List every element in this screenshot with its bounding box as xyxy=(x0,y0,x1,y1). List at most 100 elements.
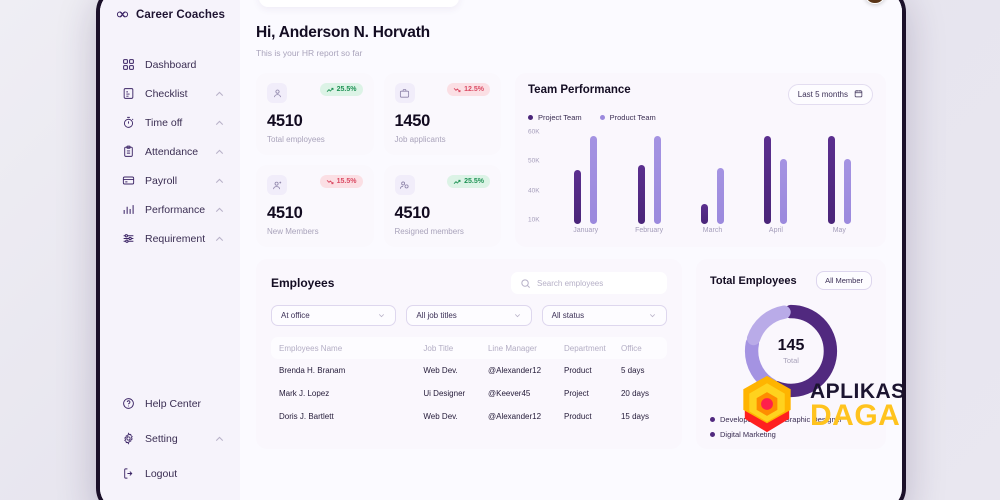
sidebar-item-requirement[interactable]: Requirement xyxy=(100,226,240,251)
x-axis: January February March April May xyxy=(554,227,871,234)
bell-notification-icon[interactable] xyxy=(834,0,849,1)
chart-bar[interactable] xyxy=(717,167,725,224)
y-axis: 60K 50K 40K 10K xyxy=(528,128,552,224)
table-cell: @Alexander12 xyxy=(487,366,542,375)
avatar[interactable] xyxy=(864,0,886,4)
y-axis-tick: 40K xyxy=(528,187,540,195)
chevron-up-icon[interactable] xyxy=(213,174,226,187)
table-body: Brenda H. Branam Web Dev. @Alexander12 Prod… xyxy=(271,359,667,428)
chart-bar[interactable] xyxy=(701,204,709,224)
legend-label: Graphic Designer xyxy=(783,415,843,424)
chevron-up-icon[interactable] xyxy=(213,87,226,100)
question-circle-icon xyxy=(122,397,135,410)
all-member-button[interactable]: All Member xyxy=(816,271,872,290)
search-icon xyxy=(520,278,531,289)
stat-card-new-members[interactable]: 15.5% 4510 New Members xyxy=(256,165,374,247)
sidebar-item-label: Checklist xyxy=(145,87,188,100)
table-row[interactable]: Mark J. Lopez Ui Designer @Keever45 Project… xyxy=(271,382,667,405)
donut-sublabel: Total xyxy=(783,356,799,365)
chevron-down-icon xyxy=(513,307,522,325)
table-cell: @Alexander12 xyxy=(487,412,542,421)
table-column-header: Line Manager xyxy=(487,343,537,353)
stat-label: Job applicants xyxy=(394,135,446,144)
legend-label: Project Team xyxy=(538,113,582,122)
bar-group xyxy=(617,128,680,224)
sidebar-item-performance[interactable]: Performance xyxy=(100,197,240,222)
stat-value: 4510 xyxy=(267,112,303,130)
x-axis-tick: April xyxy=(768,227,783,234)
chart-bar[interactable] xyxy=(843,159,851,224)
infinity-knot-logo-icon xyxy=(116,9,129,22)
stat-card-job-applicants[interactable]: 12.5% 1450 Job applicants xyxy=(383,73,501,155)
badge-value: 12.5% xyxy=(464,86,484,93)
brand-name: Career Coaches xyxy=(136,9,225,21)
table-column-header: Employees Name xyxy=(279,343,343,353)
bar-group xyxy=(554,128,617,224)
credit-card-icon xyxy=(122,174,135,187)
chevron-up-icon[interactable] xyxy=(213,145,226,158)
chart-bar[interactable] xyxy=(590,136,598,224)
legend-dot xyxy=(710,417,715,422)
chevron-up-icon[interactable] xyxy=(213,116,226,129)
employees-search-input[interactable]: Search employees xyxy=(537,278,604,288)
chart-bar[interactable] xyxy=(637,164,645,224)
filter-status[interactable]: All status xyxy=(541,305,667,326)
legend-label: Product Team xyxy=(609,113,656,122)
sidebar-item-dashboard[interactable]: Dashboard xyxy=(100,52,240,77)
sidebar-item-help-center[interactable]: Help Center xyxy=(100,391,240,416)
message-bubble-icon[interactable] xyxy=(804,0,819,1)
filter-job-titles[interactable]: All job titles xyxy=(406,305,532,326)
chart-legend: Project Team Product Team xyxy=(528,113,873,122)
bar-group xyxy=(681,128,744,224)
badge-value: 25.5% xyxy=(336,86,357,93)
bar-group xyxy=(744,128,807,224)
stat-card-resigned-members[interactable]: 25.5% 4510 Resigned members xyxy=(383,165,501,247)
donut-svg xyxy=(744,304,838,398)
bar-chart-plot: 60K 50K 40K 10K January February March April Ma… xyxy=(528,128,873,246)
logout-arrow-icon xyxy=(122,467,135,480)
legend-item-digital-marketing: Digital Marketing xyxy=(710,430,776,439)
sidebar-item-checklist[interactable]: Checklist xyxy=(100,81,240,106)
table-cell: Product xyxy=(563,366,592,375)
page-title: Hi, Anderson N. Horvath This is your HR … xyxy=(256,24,886,58)
clipboard-list-icon xyxy=(122,145,135,158)
sidebar-item-attendance[interactable]: Attendance xyxy=(100,139,240,164)
status-badge: 12.5% xyxy=(447,83,490,96)
chevron-up-icon[interactable] xyxy=(213,232,226,245)
chevron-up-icon[interactable] xyxy=(213,203,226,216)
chart-bar[interactable] xyxy=(574,170,582,224)
stat-card-total-employees[interactable]: 25.5% 4510 Total employees xyxy=(256,73,374,155)
chart-bar[interactable] xyxy=(780,159,788,224)
table-cell: Mark J. Lopez xyxy=(279,389,330,398)
table-row[interactable]: Doris J. Bartlett Web Dev. @Alexander12 Pro… xyxy=(271,405,667,428)
status-badge: 25.5% xyxy=(447,175,490,188)
legend-item-project-team: Project Team xyxy=(528,113,582,122)
donut-chart: 145 Total xyxy=(739,299,843,403)
y-axis-tick: 50K xyxy=(528,157,540,165)
stat-value: 4510 xyxy=(394,204,431,222)
date-range-dropdown[interactable]: Last 5 months xyxy=(787,84,873,105)
brand-logo[interactable]: Career Coaches xyxy=(100,0,240,26)
sidebar-item-payroll[interactable]: Payroll xyxy=(100,168,240,193)
chart-bar[interactable] xyxy=(764,136,772,224)
device-frame: Career Coaches Dashboard Checkl xyxy=(96,0,906,500)
donut-legend: Developers Graphic Designer Digital Mark… xyxy=(710,409,876,439)
main-content: Hi, Anderson N. Horvath This is your HR … xyxy=(240,24,902,500)
bar-group-container xyxy=(554,128,871,224)
badge-value: 15.5% xyxy=(336,178,357,185)
sidebar-item-time-off[interactable]: Time off xyxy=(100,110,240,135)
greeting-subtitle: This is your HR report so far xyxy=(256,48,363,58)
filter-office[interactable]: At office xyxy=(271,305,397,326)
chart-bar[interactable] xyxy=(653,136,661,224)
chart-bar[interactable] xyxy=(827,136,835,224)
table-row[interactable]: Brenda H. Branam Web Dev. @Alexander12 Prod… xyxy=(271,359,667,382)
sidebar-item-setting[interactable]: Setting xyxy=(100,426,240,451)
legend-dot xyxy=(528,115,533,120)
total-employees-card: Total Employees All Member 145 Total xyxy=(696,259,886,449)
sidebar-item-label: Payroll xyxy=(145,174,178,187)
sidebar-item-logout[interactable]: Logout xyxy=(100,461,240,486)
x-axis-tick: February xyxy=(635,227,664,234)
chevron-up-icon[interactable] xyxy=(213,432,226,445)
employees-search-bar[interactable]: Search employees xyxy=(511,272,667,294)
global-search-bar[interactable]: Search anything xyxy=(259,0,459,7)
